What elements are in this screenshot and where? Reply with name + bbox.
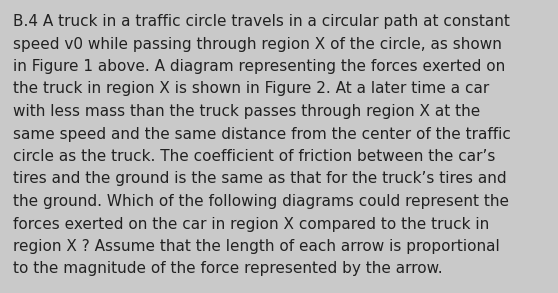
Text: in Figure 1 above. A diagram representing the forces exerted on: in Figure 1 above. A diagram representin… bbox=[13, 59, 505, 74]
Text: to the magnitude of the force represented by the arrow.: to the magnitude of the force represente… bbox=[13, 261, 442, 277]
Text: with less mass than the truck passes through region X at the: with less mass than the truck passes thr… bbox=[13, 104, 480, 119]
Text: the ground. Which of the following diagrams could represent the: the ground. Which of the following diagr… bbox=[13, 194, 509, 209]
Text: speed v0 while passing through region X of the circle, as shown: speed v0 while passing through region X … bbox=[13, 37, 502, 52]
Text: circle as the truck. The coefficient of friction between the car’s: circle as the truck. The coefficient of … bbox=[13, 149, 496, 164]
Text: same speed and the same distance from the center of the traffic: same speed and the same distance from th… bbox=[13, 127, 511, 142]
Text: region X ? Assume that the length of each arrow is proportional: region X ? Assume that the length of eac… bbox=[13, 239, 500, 254]
Text: B.4 A truck in a traffic circle travels in a circular path at constant: B.4 A truck in a traffic circle travels … bbox=[13, 14, 510, 29]
Text: forces exerted on the car in region X compared to the truck in: forces exerted on the car in region X co… bbox=[13, 217, 489, 231]
Text: tires and the ground is the same as that for the truck’s tires and: tires and the ground is the same as that… bbox=[13, 171, 507, 187]
Text: the truck in region X is shown in Figure 2. At a later time a car: the truck in region X is shown in Figure… bbox=[13, 81, 489, 96]
